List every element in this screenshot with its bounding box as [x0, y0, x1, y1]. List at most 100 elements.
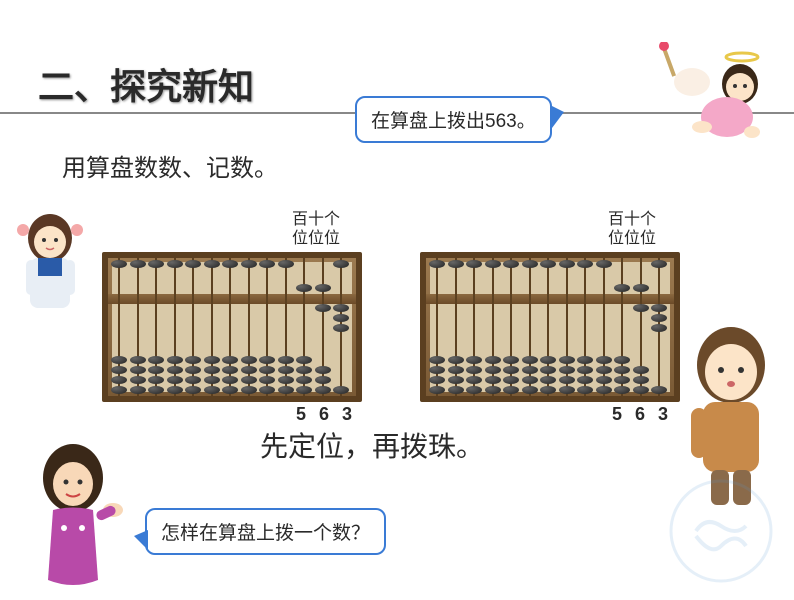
- abacus-bead-lower: [596, 356, 612, 364]
- abacus-bead-upper: [448, 260, 464, 268]
- character-girl-top: [8, 210, 93, 330]
- abacus-bead-lower: [204, 356, 220, 364]
- abacus-bead-lower: [466, 366, 482, 374]
- abacus-rod: [248, 258, 250, 396]
- abacus-bead-lower: [333, 314, 349, 322]
- abacus-bead-lower: [130, 386, 146, 394]
- abacus-bead-upper: [259, 260, 275, 268]
- abacus-rod: [603, 258, 605, 396]
- abacus-bead-upper: [185, 260, 201, 268]
- abacus-rod: [137, 258, 139, 396]
- abacus-right: [420, 252, 680, 402]
- abacus-bead-lower: [167, 366, 183, 374]
- abacus-bead-lower: [185, 386, 201, 394]
- abacus-rod: [266, 258, 268, 396]
- speech-bubble-bottom: 怎样在算盘上拨一个数？: [145, 508, 386, 555]
- abacus-bead-upper: [315, 284, 331, 292]
- abacus-bead-lower: [315, 376, 331, 384]
- abacus-bead-lower: [296, 356, 312, 364]
- abacus-bead-lower: [485, 366, 501, 374]
- abacus-bead-upper: [540, 260, 556, 268]
- abacus-bead-upper: [222, 260, 238, 268]
- abacus-bead-upper: [167, 260, 183, 268]
- abacus-bead-lower: [503, 386, 519, 394]
- abacus-bead-upper: [466, 260, 482, 268]
- abacus-rod: [340, 258, 342, 396]
- abacus-bead-lower: [222, 386, 238, 394]
- abacus-bead-lower: [596, 366, 612, 374]
- abacus-bead-upper: [111, 260, 127, 268]
- abacus-bead-lower: [503, 366, 519, 374]
- character-fairy: [652, 42, 782, 157]
- abacus-bead-lower: [429, 366, 445, 374]
- abacus-bead-lower: [333, 324, 349, 332]
- subtitle: 用算盘数数、记数。: [62, 148, 278, 183]
- character-teacher: [18, 440, 148, 595]
- abacus-bead-lower: [259, 376, 275, 384]
- speech-text-top: 在算盘上拨出563。: [371, 111, 536, 132]
- abacus-bead-upper: [278, 260, 294, 268]
- abacus-bead-upper: [559, 260, 575, 268]
- abacus-bead-lower: [429, 356, 445, 364]
- abacus-bead-lower: [259, 386, 275, 394]
- abacus-bead-lower: [278, 386, 294, 394]
- abacus-bead-lower: [241, 366, 257, 374]
- abacus-bead-lower: [111, 366, 127, 374]
- abacus-bead-lower: [577, 386, 593, 394]
- number-left: 5 6 3: [296, 404, 356, 425]
- abacus-bead-lower: [448, 366, 464, 374]
- abacus-bead-upper: [633, 284, 649, 292]
- abacus-bead-lower: [130, 356, 146, 364]
- abacus-bead-lower: [315, 304, 331, 312]
- abacus-rod: [584, 258, 586, 396]
- abacus-bead-lower: [522, 386, 538, 394]
- abacus-rod: [322, 258, 324, 396]
- abacus-bead-upper: [148, 260, 164, 268]
- abacus-rod: [455, 258, 457, 396]
- abacus-bead-lower: [167, 386, 183, 394]
- abacus-rod: [640, 258, 642, 396]
- abacus-bead-lower: [448, 376, 464, 384]
- speech-text-bottom: 怎样在算盘上拨一个数？: [161, 523, 370, 544]
- place-label-left: 百十个 位位位: [292, 210, 340, 248]
- abacus-bead-lower: [633, 376, 649, 384]
- abacus-bead-lower: [559, 366, 575, 374]
- abacus-beam: [108, 294, 356, 304]
- abacus-bead-lower: [429, 376, 445, 384]
- abacus-bead-lower: [503, 356, 519, 364]
- abacus-bead-lower: [633, 366, 649, 374]
- abacus-bead-lower: [448, 386, 464, 394]
- abacus-bead-lower: [259, 366, 275, 374]
- abacus-bead-upper: [503, 260, 519, 268]
- abacus-bead-lower: [296, 386, 312, 394]
- abacus-rod: [566, 258, 568, 396]
- abacus-bead-upper: [241, 260, 257, 268]
- abacus-bead-lower: [651, 304, 667, 312]
- abacus-bead-upper: [596, 260, 612, 268]
- abacus-rod: [285, 258, 287, 396]
- abacus-bead-lower: [148, 376, 164, 384]
- abacus-bead-lower: [259, 356, 275, 364]
- abacus-bead-lower: [111, 376, 127, 384]
- abacus-bead-lower: [559, 386, 575, 394]
- abacus-left: [102, 252, 362, 402]
- abacus-bead-lower: [466, 386, 482, 394]
- abacus-bead-lower: [559, 376, 575, 384]
- abacus-bead-lower: [241, 376, 257, 384]
- abacus-bead-lower: [185, 376, 201, 384]
- abacus-bead-upper: [204, 260, 220, 268]
- watermark-icon: [666, 476, 776, 586]
- abacus-bead-lower: [540, 376, 556, 384]
- abacus-bead-lower: [315, 366, 331, 374]
- abacus-bead-lower: [148, 356, 164, 364]
- abacus-bead-lower: [222, 376, 238, 384]
- abacus-bead-lower: [540, 356, 556, 364]
- abacus-bead-lower: [577, 376, 593, 384]
- abacus-bead-upper: [577, 260, 593, 268]
- abacus-bead-lower: [522, 366, 538, 374]
- abacus-bead-lower: [614, 366, 630, 374]
- abacus-rod: [155, 258, 157, 396]
- abacus-bead-lower: [241, 386, 257, 394]
- abacus-bead-lower: [540, 366, 556, 374]
- abacus-bead-lower: [466, 356, 482, 364]
